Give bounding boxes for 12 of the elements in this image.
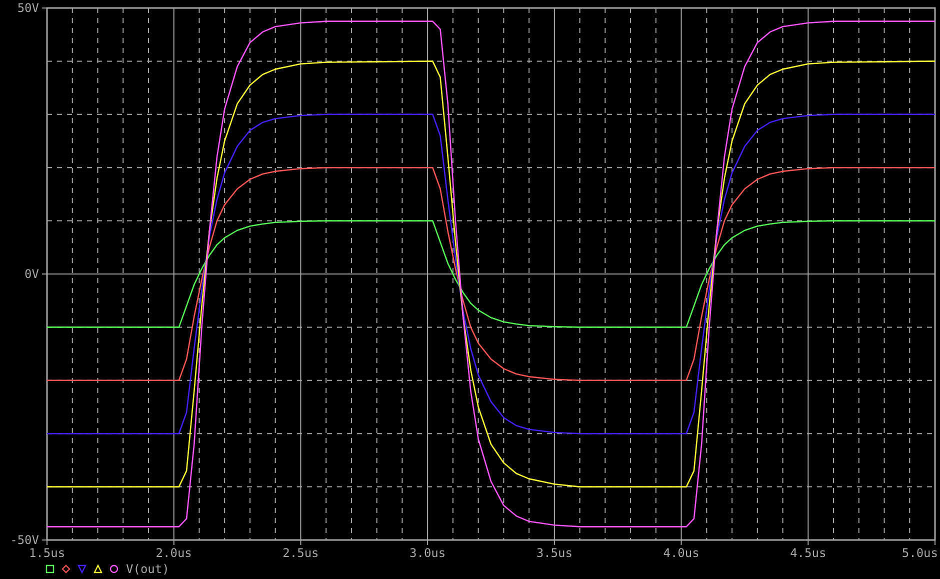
legend-label: V(out) [126,562,170,576]
x-tick-label: 3.0us [410,546,446,560]
x-tick-label: 4.5us [790,546,826,560]
x-tick-label: 4.0us [663,546,700,560]
y-tick-label: 0V [24,267,39,282]
x-tick-label: 3.5us [536,546,572,560]
x-tick-label: 2.5us [282,546,319,560]
x-tick-label: 1.5us [28,546,66,560]
x-tick-label: 5.0us [902,546,938,560]
y-tick-label: -50V [10,533,39,548]
x-tick-label: 2.0us [156,546,192,560]
y-tick-label: 50V [17,1,39,16]
